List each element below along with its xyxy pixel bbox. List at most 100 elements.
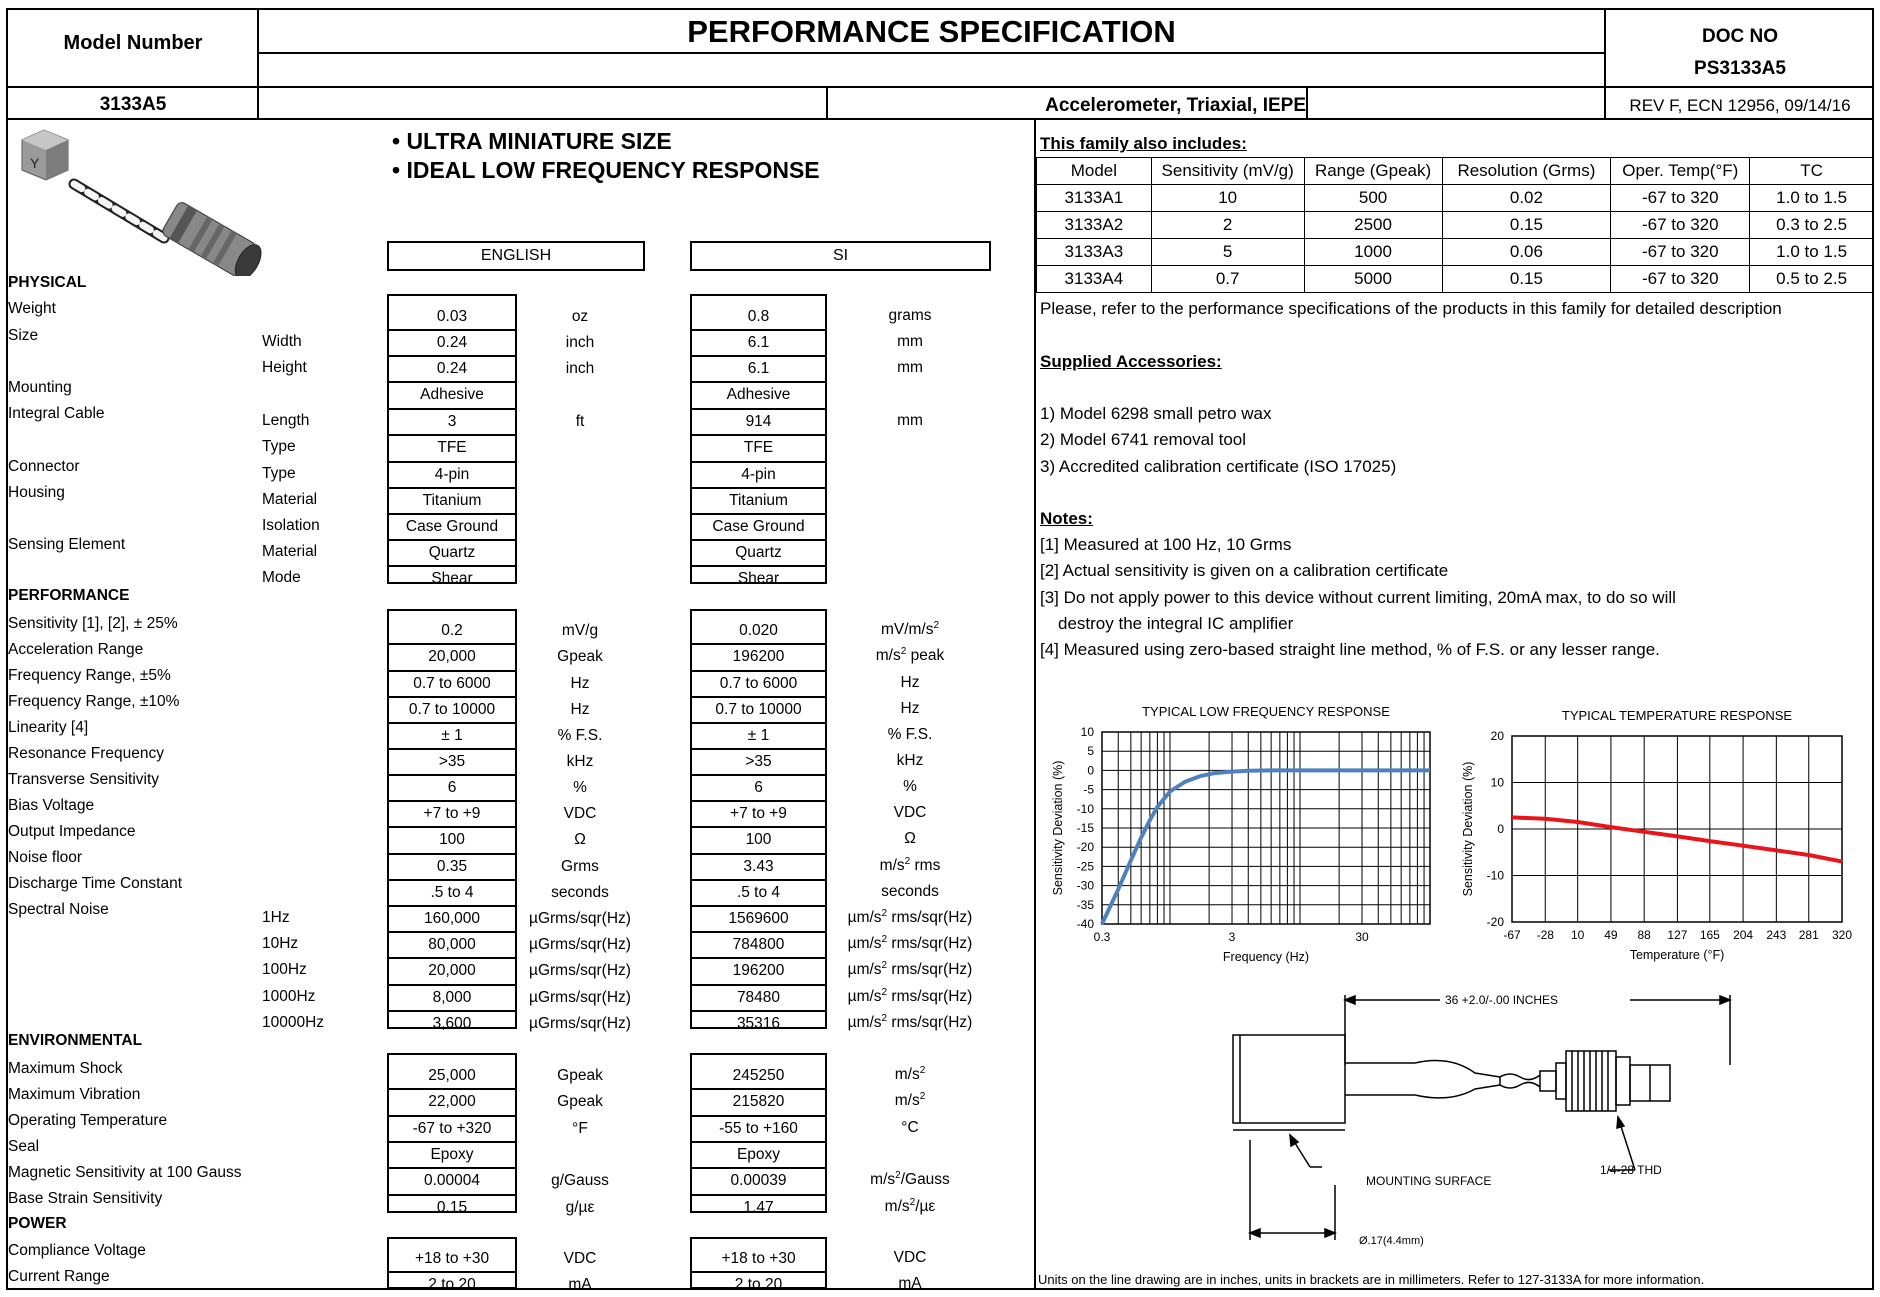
english-unit: µGrms/sqr(Hz) — [529, 1015, 631, 1032]
english-unit: Grms — [561, 858, 599, 875]
family-cell: -67 to 320 — [1610, 238, 1751, 266]
family-row: 3133A3 5 1000 0.06 -67 to 320 1.0 to 1.5 — [1036, 238, 1874, 266]
value-separator — [387, 722, 517, 724]
si-value: 0.7 to 10000 — [715, 701, 802, 718]
spec-sublabel: Material — [262, 543, 318, 560]
family-header-cell: Oper. Temp(°F) — [1610, 157, 1751, 185]
si-value: 1.47 — [743, 1199, 774, 1216]
spec-label: Acceleration Range — [8, 641, 144, 658]
spec-label: Bias Voltage — [8, 797, 95, 814]
english-unit: µGrms/sqr(Hz) — [529, 936, 631, 953]
english-unit: % F.S. — [557, 727, 603, 744]
value-separator — [387, 565, 517, 567]
si-value: 0.8 — [747, 308, 770, 325]
spec-label: Maximum Shock — [8, 1060, 123, 1077]
family-cell: 10 — [1150, 184, 1305, 212]
si-unit: m/s2/Gauss — [870, 1169, 950, 1188]
spec-label: Integral Cable — [8, 405, 105, 422]
si-value: 2 to 20 — [734, 1276, 783, 1293]
spec-label: Linearity [4] — [8, 719, 89, 736]
value-separator — [690, 696, 827, 698]
english-unit: Gpeak — [557, 648, 603, 665]
family-cell: 1.0 to 1.5 — [1749, 184, 1874, 212]
value-separator — [690, 931, 827, 933]
body-divider — [1034, 120, 1036, 1290]
si-unit: m/s2 rms — [879, 855, 941, 874]
family-cell: 3133A4 — [1036, 265, 1152, 293]
x-tick-label: 3 — [1229, 930, 1236, 944]
value-separator — [690, 329, 827, 331]
value-separator — [690, 434, 827, 436]
english-values-environmental — [387, 1053, 517, 1213]
spec-sublabel: Height — [262, 359, 307, 376]
value-separator — [387, 984, 517, 986]
header-line — [6, 86, 1874, 88]
y-tick-label: -40 — [1077, 917, 1095, 931]
family-header-cell: Model — [1036, 157, 1152, 185]
spec-label: Current Range — [8, 1268, 110, 1285]
doc-no-label: DOC NO — [1702, 26, 1778, 47]
family-cell: 0.3 to 2.5 — [1749, 211, 1874, 239]
spec-label: Sensitivity [1], [2], ± 25% — [8, 615, 178, 632]
english-unit: Hz — [570, 701, 590, 718]
section-environmental: ENVIRONMENTAL — [8, 1032, 143, 1049]
value-separator — [387, 487, 517, 489]
mounting-surface-label: MOUNTING SURFACE — [1366, 1174, 1492, 1188]
english-value: 20,000 — [428, 648, 476, 665]
english-unit: Gpeak — [557, 1067, 603, 1084]
y-tick-label: 0 — [1497, 822, 1504, 836]
feature-item: • ULTRA MINIATURE SIZE — [392, 128, 672, 154]
english-unit: Gpeak — [557, 1093, 603, 1110]
si-unit: m/s2 peak — [875, 645, 945, 664]
model-value: 3133A5 — [99, 94, 167, 115]
chart-title: TYPICAL TEMPERATURE RESPONSE — [1562, 708, 1793, 723]
spec-label: Spectral Noise — [8, 901, 109, 918]
value-separator — [387, 748, 517, 750]
si-unit: mm — [897, 333, 923, 350]
english-unit: g/µε — [565, 1199, 595, 1216]
english-value: 3,600 — [432, 1015, 472, 1032]
value-separator — [387, 1141, 517, 1143]
si-unit: VDC — [893, 804, 927, 821]
value-separator — [387, 513, 517, 515]
y-tick-label: -10 — [1487, 869, 1505, 883]
english-unit: g/Gauss — [551, 1172, 609, 1189]
value-separator — [387, 931, 517, 933]
spec-label: Seal — [8, 1138, 40, 1155]
si-value: 4-pin — [741, 466, 776, 483]
family-cell: 1.0 to 1.5 — [1749, 238, 1874, 266]
family-cell: 5 — [1150, 238, 1305, 266]
thread-label: 1/4-28 THD — [1600, 1163, 1662, 1177]
value-separator — [387, 800, 517, 802]
si-value: 78480 — [736, 989, 781, 1006]
diameter-label: Ø.17(4.4mm) — [1359, 1235, 1424, 1247]
english-value: 0.00004 — [423, 1172, 481, 1189]
english-value: Shear — [431, 570, 473, 587]
si-unit: kHz — [896, 752, 924, 769]
x-tick-label: 30 — [1355, 930, 1369, 944]
y-axis-label: Sensitivity Deviation (%) — [1461, 762, 1475, 897]
spec-label: Output Impedance — [8, 823, 136, 840]
family-row: 3133A4 0.7 5000 0.15 -67 to 320 0.5 to 2.5 — [1036, 265, 1874, 293]
section-power: POWER — [8, 1215, 67, 1232]
section-performance: PERFORMANCE — [8, 587, 130, 604]
y-tick-label: 10 — [1081, 725, 1095, 739]
english-unit: seconds — [551, 884, 609, 901]
value-separator — [387, 408, 517, 410]
si-value: 215820 — [732, 1093, 785, 1110]
y-tick-label: -15 — [1077, 821, 1095, 835]
english-value: ± 1 — [441, 727, 463, 744]
si-value: ± 1 — [747, 727, 770, 744]
accessory-item: 2) Model 6741 removal tool — [1040, 430, 1247, 449]
english-value: 80,000 — [428, 936, 476, 953]
si-unit: Hz — [900, 674, 920, 691]
value-separator — [387, 434, 517, 436]
value-separator — [690, 774, 827, 776]
y-tick-label: 10 — [1491, 776, 1505, 790]
spec-label: Size — [8, 327, 39, 344]
notes-title: Notes: — [1040, 509, 1093, 528]
chart-title: TYPICAL LOW FREQUENCY RESPONSE — [1142, 704, 1390, 719]
x-tick-label: 204 — [1733, 928, 1753, 942]
x-tick-label: 320 — [1832, 928, 1852, 942]
cable-length-label: 36 +2.0/-.00 INCHES — [1445, 993, 1559, 1007]
